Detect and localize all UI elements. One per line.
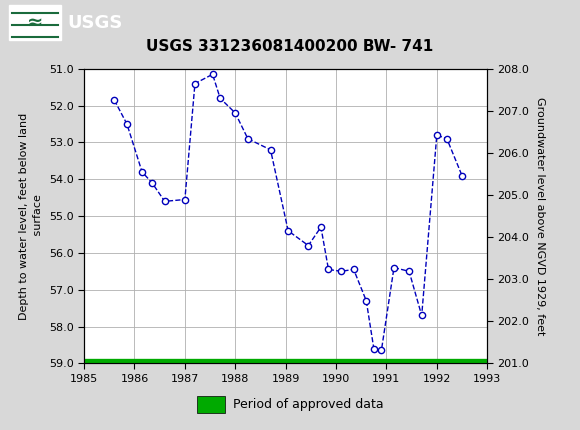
Text: USGS: USGS — [68, 14, 123, 31]
FancyBboxPatch shape — [9, 6, 61, 40]
Y-axis label: Depth to water level, feet below land
 surface: Depth to water level, feet below land su… — [19, 113, 44, 319]
Y-axis label: Groundwater level above NGVD 1929, feet: Groundwater level above NGVD 1929, feet — [535, 97, 545, 335]
Text: Period of approved data: Period of approved data — [233, 398, 384, 411]
Text: ≈: ≈ — [27, 13, 43, 32]
Text: USGS 331236081400200 BW- 741: USGS 331236081400200 BW- 741 — [146, 39, 434, 54]
Bar — [197, 396, 225, 413]
